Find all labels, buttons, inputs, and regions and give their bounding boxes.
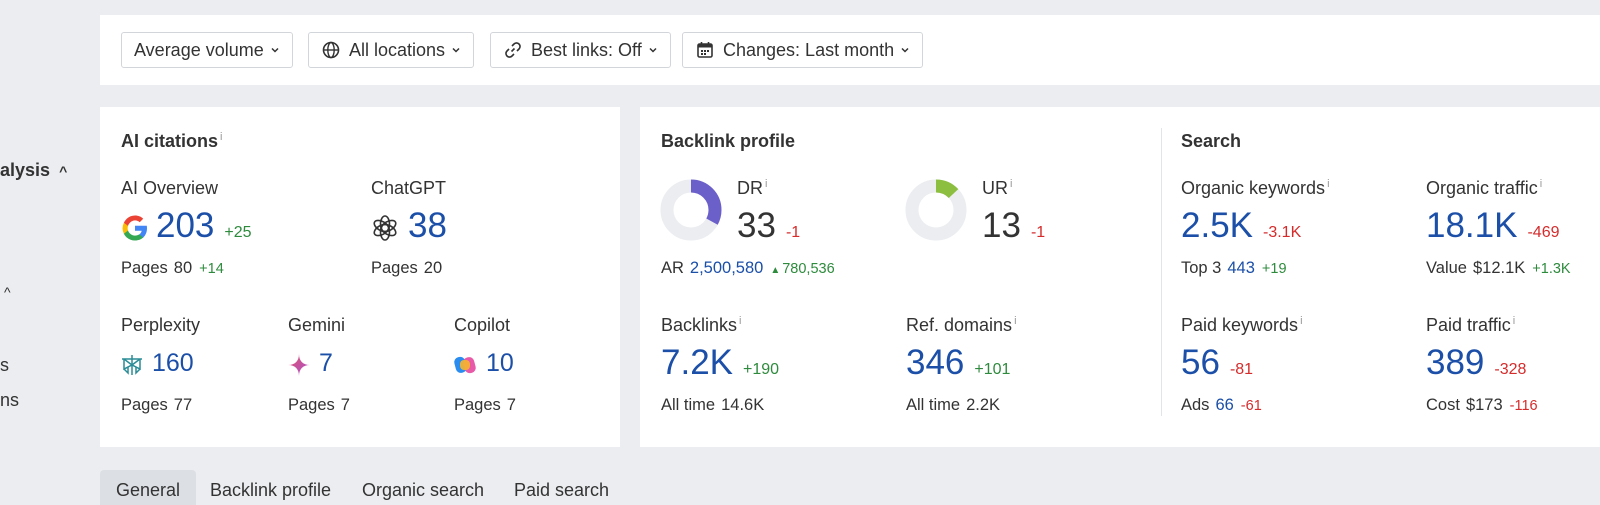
paid-traffic-value[interactable]: 389 -328 (1426, 343, 1527, 382)
paid-keywords-value[interactable]: 56 -81 (1181, 343, 1254, 382)
organic-traffic-label: Organic traffic i (1426, 178, 1543, 198)
ai-overview-value[interactable]: 203 +25 (156, 206, 252, 245)
ref-domains-all-time: All time 2.2K (906, 396, 1001, 414)
copilot-icon (454, 356, 476, 374)
copilot-pages: Pages 7 (454, 396, 516, 414)
best-links-filter-button[interactable]: Best links: Off (490, 32, 671, 68)
search-title: Search (1181, 131, 1242, 151)
perplexity-label: Perplexity (121, 315, 201, 335)
changes-filter-button[interactable]: Changes: Last month (682, 32, 924, 68)
paid-traffic-label: Paid traffic i (1426, 315, 1516, 335)
chatgpt-label: ChatGPT (371, 178, 447, 198)
chevron-down-icon (451, 45, 461, 55)
backlinks-all-time: All time 14.6K (661, 396, 765, 414)
ur-label: UR i (982, 178, 1013, 198)
sidebar-item-fragment[interactable]: s (0, 355, 9, 375)
ai-overview-label: AI Overview (121, 178, 219, 198)
perplexity-pages: Pages 77 (121, 396, 193, 414)
info-icon[interactable]: i (1014, 315, 1017, 327)
backlinks-value[interactable]: 7.2K +190 (661, 343, 780, 382)
info-icon[interactable]: i (1512, 315, 1516, 327)
info-icon[interactable]: i (220, 131, 223, 143)
paid-traffic-cost: Cost $173 -116 (1426, 396, 1538, 414)
arrow-up-icon: ▲ (770, 265, 781, 276)
gemini-pages: Pages 7 (288, 396, 350, 414)
ref-domains-value[interactable]: 346 +101 (906, 343, 1011, 382)
chevron-down-icon (900, 45, 910, 55)
backlinks-label: Backlinks i (661, 315, 742, 335)
copilot-value[interactable]: 10 (486, 349, 514, 377)
tab-backlink-profile[interactable]: Backlink profile (210, 480, 332, 500)
section-divider (1161, 128, 1162, 416)
ai-overview-pages: Pages 80 +14 (121, 259, 224, 277)
info-icon[interactable]: i (1327, 178, 1330, 190)
gemini-label: Gemini (288, 315, 346, 335)
paid-keywords-ads: Ads 66 -61 (1181, 396, 1262, 414)
ref-domains-label: Ref. domains i (906, 315, 1017, 335)
dr-donut-chart (660, 179, 722, 241)
chatgpt-value[interactable]: 38 (408, 206, 447, 245)
chevron-up-icon[interactable]: ^ (4, 284, 11, 300)
backlink-search-card: Backlink profile DR i 33 -1 AR 2,500,580 ▲ 7… (640, 107, 1600, 447)
organic-traffic-value[interactable]: 18.1K -469 (1426, 206, 1560, 245)
tab-general[interactable]: General (100, 470, 197, 505)
paid-keywords-label: Paid keywords i (1181, 315, 1303, 335)
volume-filter-button[interactable]: Average volume (121, 32, 293, 68)
perplexity-value[interactable]: 160 (152, 349, 194, 377)
chatgpt-icon (373, 215, 397, 241)
tab-paid-search[interactable]: Paid search (514, 480, 610, 500)
tab-organic-search[interactable]: Organic search (362, 480, 485, 500)
info-icon[interactable]: i (1010, 178, 1013, 190)
copilot-label: Copilot (454, 315, 511, 335)
info-icon[interactable]: i (739, 315, 742, 327)
gemini-value[interactable]: 7 (319, 349, 333, 377)
dr-value: 33 -1 (737, 206, 801, 245)
perplexity-icon (122, 355, 142, 375)
filter-bar: Average volume All locations Best links:… (100, 15, 1600, 85)
google-icon (122, 215, 147, 241)
organic-keywords-value[interactable]: 2.5K -3.1K (1181, 206, 1302, 245)
chatgpt-pages: Pages 20 (371, 259, 443, 277)
organic-keywords-label: Organic keywords i (1181, 178, 1330, 198)
chevron-down-icon (648, 45, 658, 55)
backlink-profile-title: Backlink profile (661, 131, 796, 151)
gemini-icon (288, 354, 310, 376)
globe-icon (321, 40, 341, 60)
ur-value: 13 -1 (982, 206, 1046, 245)
info-icon[interactable]: i (1539, 178, 1543, 190)
ai-citations-title: AI citations i (121, 131, 223, 151)
ar-row: AR 2,500,580 ▲ 780,536 (661, 259, 835, 277)
sidebar-item-analysis[interactable]: alysis ^ (0, 160, 68, 180)
link-icon (503, 40, 523, 60)
dr-label: DR i (737, 178, 768, 198)
chevron-up-icon: ^ (59, 163, 68, 179)
sidebar-item-fragment[interactable]: ns (0, 390, 20, 410)
locations-filter-button[interactable]: All locations (308, 32, 475, 68)
ur-donut-chart (905, 179, 967, 241)
info-icon[interactable]: i (765, 178, 768, 190)
info-icon[interactable]: i (1300, 315, 1303, 327)
ai-citations-card: AI citations i AI Overview 203 +25 Pages 8… (100, 107, 620, 447)
organic-keywords-top3: Top 3 443 +19 (1181, 259, 1287, 277)
calendar-icon (695, 40, 715, 60)
chevron-down-icon (270, 45, 280, 55)
organic-traffic-value-row: Value $12.1K +1.3K (1426, 259, 1571, 277)
